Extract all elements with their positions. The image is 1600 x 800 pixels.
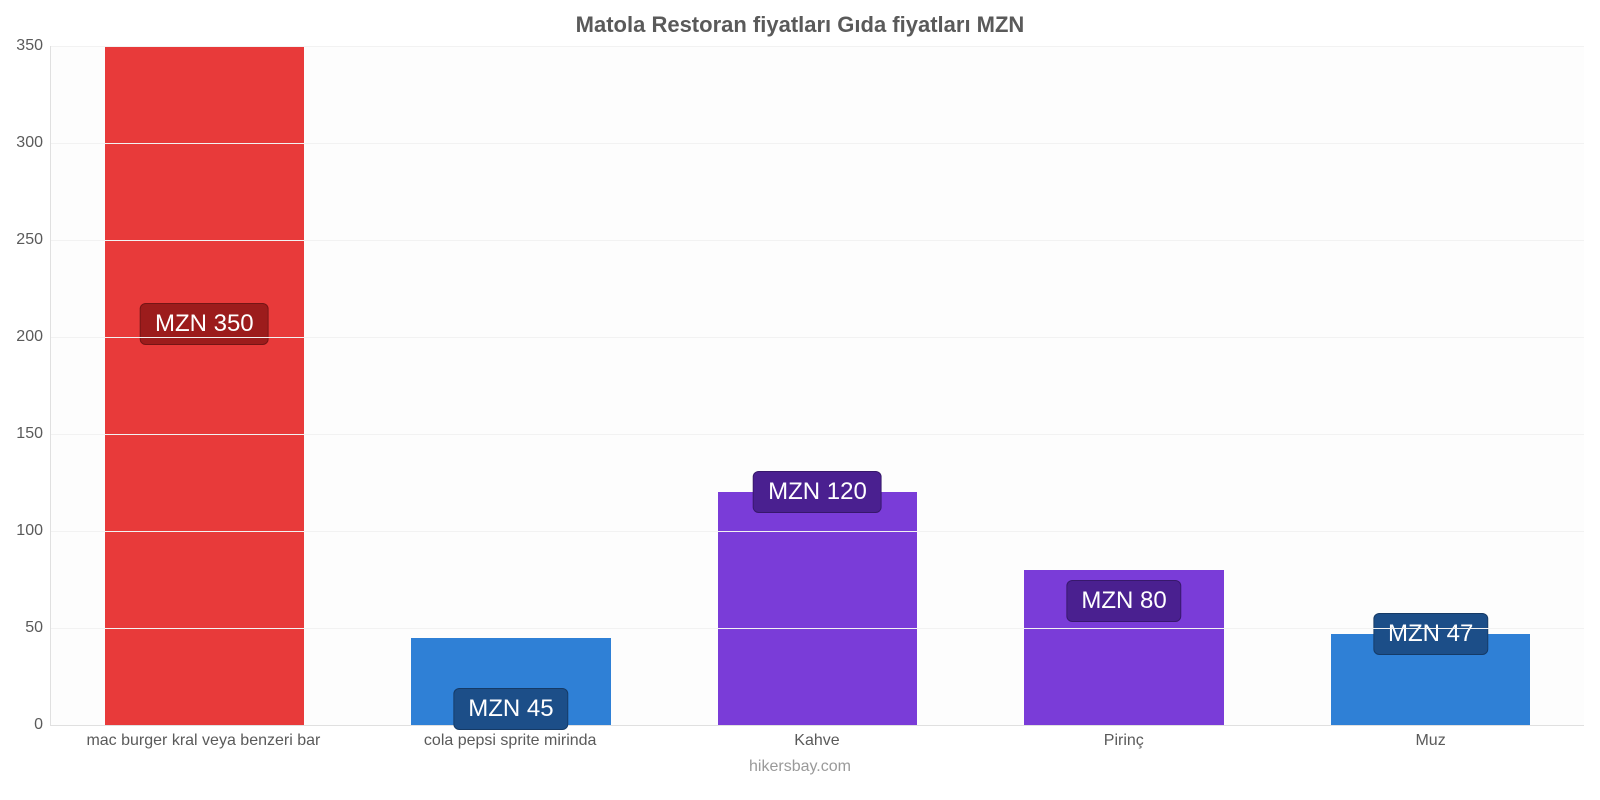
bar-value-badge: MZN 45: [453, 688, 568, 730]
y-tick-label: 0: [3, 716, 43, 734]
bar-slot: MZN 47: [1277, 46, 1584, 725]
bar-value-badge: MZN 350: [140, 303, 269, 345]
x-axis-label: mac burger kral veya benzeri bar: [50, 732, 357, 750]
x-axis-label: Kahve: [664, 732, 971, 750]
gridline: [51, 337, 1584, 338]
bar: MZN 80: [1024, 570, 1223, 725]
y-tick-label: 200: [3, 328, 43, 346]
bars-container: MZN 350 MZN 45 MZN 120 MZN 80 MZN 47: [51, 46, 1584, 725]
y-tick-label: 50: [3, 619, 43, 637]
price-chart: Matola Restoran fiyatları Gıda fiyatları…: [0, 0, 1600, 800]
y-tick-label: 350: [3, 37, 43, 55]
y-tick-label: 150: [3, 425, 43, 443]
x-axis-labels: mac burger kral veya benzeri barcola pep…: [50, 732, 1584, 750]
chart-footer: hikersbay.com: [0, 758, 1600, 776]
chart-title: Matola Restoran fiyatları Gıda fiyatları…: [0, 12, 1600, 38]
y-tick-label: 300: [3, 134, 43, 152]
x-axis-label: Muz: [1277, 732, 1584, 750]
gridline: [51, 240, 1584, 241]
bar-slot: MZN 120: [664, 46, 971, 725]
bar-slot: MZN 45: [358, 46, 665, 725]
bar: MZN 45: [411, 638, 610, 725]
gridline: [51, 628, 1584, 629]
x-axis-label: Pirinç: [970, 732, 1277, 750]
bar-value-badge: MZN 47: [1373, 613, 1488, 655]
x-axis-label: cola pepsi sprite mirinda: [357, 732, 664, 750]
gridline: [51, 143, 1584, 144]
bar-slot: MZN 350: [51, 46, 358, 725]
bar-value-badge: MZN 120: [753, 471, 882, 513]
bar: MZN 120: [718, 492, 917, 725]
gridline: [51, 434, 1584, 435]
y-tick-label: 250: [3, 231, 43, 249]
bar: MZN 350: [105, 46, 304, 725]
y-tick-label: 100: [3, 522, 43, 540]
gridline: [51, 531, 1584, 532]
plot-area: MZN 350MZN 45MZN 120MZN 80MZN 47 0501001…: [50, 46, 1584, 726]
gridline: [51, 46, 1584, 47]
bar: MZN 47: [1331, 634, 1530, 725]
bar-value-badge: MZN 80: [1066, 580, 1181, 622]
bar-slot: MZN 80: [971, 46, 1278, 725]
